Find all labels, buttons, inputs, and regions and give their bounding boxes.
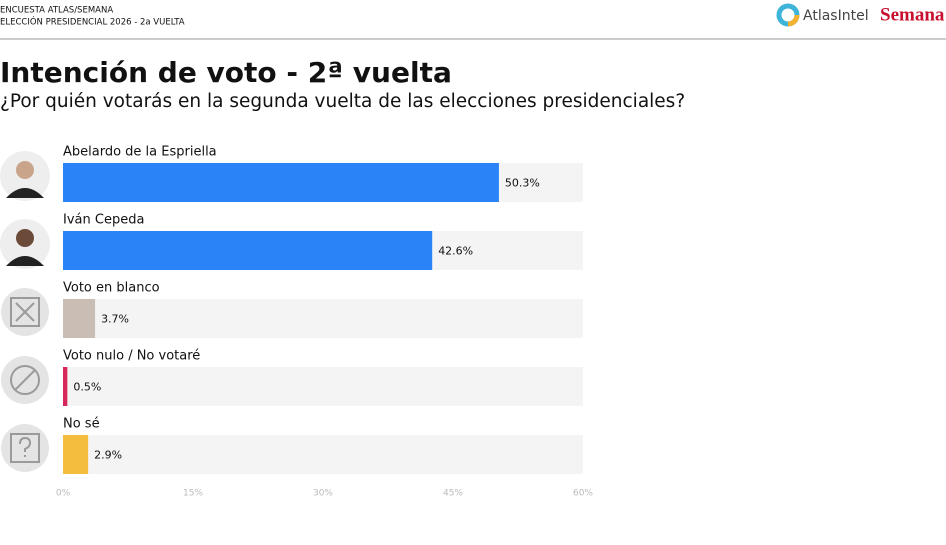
- icon: [10, 433, 40, 463]
- atlas-logo: [776, 3, 800, 27]
- avatar-body: [6, 188, 44, 198]
- header-line: ENCUESTA ATLAS/SEMANA: [0, 6, 113, 16]
- value-label: 3.7%: [101, 313, 129, 326]
- chart-title: Intención de voto - 2ª vuelta: [0, 56, 452, 89]
- category-label: No sé: [63, 417, 100, 432]
- bar: [63, 299, 96, 338]
- icon: [10, 365, 40, 395]
- x-tick-label: 30%: [313, 489, 333, 499]
- category-label: Voto nulo / No votaré: [63, 349, 200, 364]
- logo-text: Semana: [880, 4, 945, 25]
- logo-text: AtlasIntel: [803, 8, 869, 24]
- bar-track: [63, 299, 583, 338]
- x-tick-label: 60%: [573, 489, 593, 499]
- category-label: Abelardo de la Espriella: [63, 145, 217, 160]
- bar: [63, 231, 433, 270]
- icon: [14, 369, 36, 391]
- header-line: ELECCIÓN PRESIDENCIAL 2026 - 2a VUELTA: [0, 16, 185, 28]
- bar: [63, 367, 68, 406]
- avatar-head: [16, 161, 34, 179]
- icon: [19, 436, 32, 457]
- bar-track: [63, 435, 583, 474]
- category-label: Voto en blanco: [63, 281, 160, 296]
- category-label: Iván Cepeda: [63, 213, 144, 228]
- value-label: 42.6%: [438, 245, 473, 258]
- value-label: 0.5%: [73, 381, 101, 394]
- icon: [10, 297, 40, 327]
- avatar-head: [16, 229, 34, 247]
- icon: [15, 302, 35, 322]
- chart-subtitle: ¿Por quién votarás en la segunda vuelta …: [0, 91, 685, 112]
- value-label: 50.3%: [505, 177, 540, 190]
- x-tick-label: 45%: [443, 489, 463, 499]
- bar: [63, 163, 499, 202]
- value-label: 2.9%: [94, 449, 122, 462]
- x-tick-label: 0%: [56, 489, 71, 499]
- bar: [63, 435, 89, 474]
- bar-track: [63, 367, 583, 406]
- x-tick-label: 15%: [183, 489, 203, 499]
- avatar-body: [6, 256, 44, 266]
